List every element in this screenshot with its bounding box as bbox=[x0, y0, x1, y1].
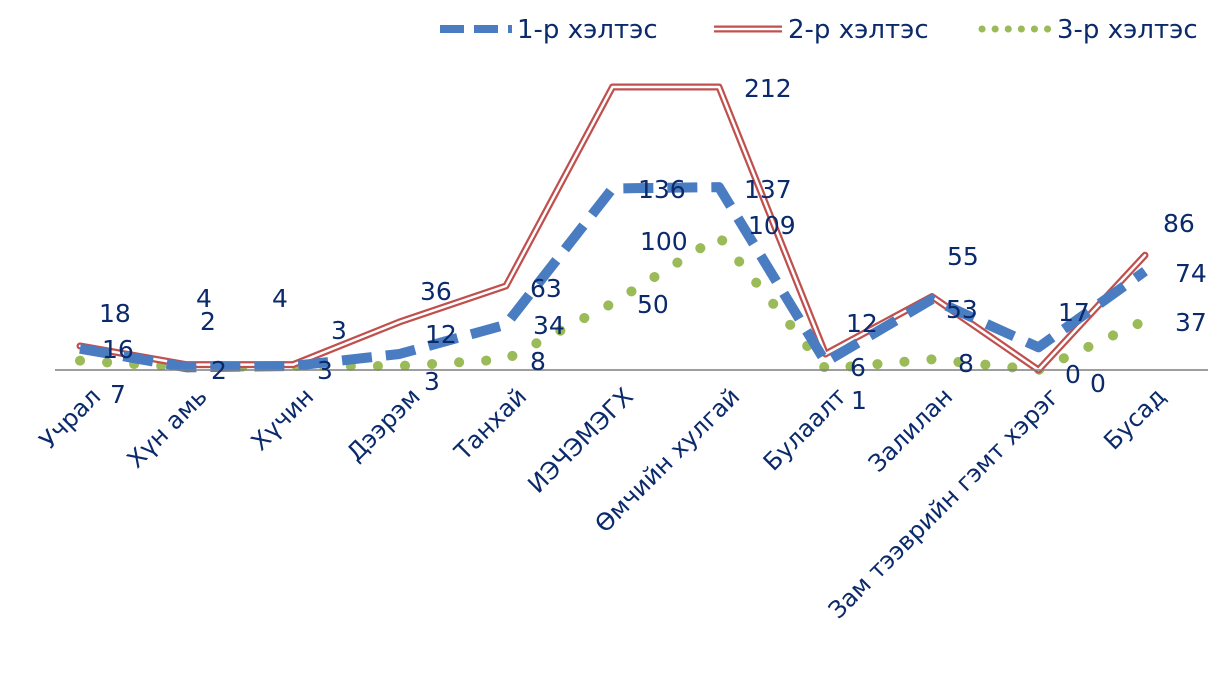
category-label: Танхай bbox=[448, 382, 532, 466]
data-label: 2 bbox=[200, 307, 216, 336]
data-label: 109 bbox=[748, 211, 796, 240]
data-label: 4 bbox=[272, 284, 288, 313]
data-label: 4 bbox=[196, 284, 212, 313]
legend-label-2: 2-р хэлтэс bbox=[788, 15, 929, 45]
series-lines bbox=[75, 83, 1150, 375]
data-label: 6 bbox=[850, 353, 866, 382]
category-label: Учрал bbox=[34, 382, 106, 454]
data-label: 2 bbox=[211, 356, 227, 385]
legend-label-3: 3-р хэлтэс bbox=[1057, 15, 1198, 45]
data-label: 0 bbox=[1090, 369, 1106, 398]
data-label: 3 bbox=[424, 367, 440, 396]
data-label: 0 bbox=[1065, 360, 1081, 389]
category-label: Булаалт bbox=[758, 382, 852, 476]
data-label: 17 bbox=[1058, 298, 1090, 327]
data-label: 86 bbox=[1163, 209, 1195, 238]
data-label: 12 bbox=[425, 320, 457, 349]
data-label: 55 bbox=[947, 242, 979, 271]
data-label: 3 bbox=[331, 316, 347, 345]
category-label: ИЭЧЭМЭГХ bbox=[522, 382, 638, 498]
data-label: 34 bbox=[533, 311, 565, 340]
data-labels: 1816742243336123633481361005021213710912… bbox=[99, 74, 1207, 415]
category-label: Дээрэм bbox=[341, 382, 426, 467]
data-label: 137 bbox=[744, 175, 792, 204]
data-label: 63 bbox=[530, 274, 562, 303]
series-line-1 bbox=[79, 182, 1148, 373]
data-label: 37 bbox=[1175, 308, 1207, 337]
data-label: 8 bbox=[958, 349, 974, 378]
data-label: 8 bbox=[530, 347, 546, 376]
data-label: 36 bbox=[420, 277, 452, 306]
category-label: Хүчин bbox=[246, 382, 320, 456]
data-label: 50 bbox=[637, 290, 669, 319]
data-label: 3 bbox=[317, 356, 333, 385]
category-label: Зам тээврийн гэмт хэрэг bbox=[823, 382, 1065, 624]
data-label: 18 bbox=[99, 299, 131, 328]
data-label: 100 bbox=[640, 227, 688, 256]
data-label: 53 bbox=[946, 295, 978, 324]
category-labels: Учрал Хүн амь Хүчин Дээрэм ТанхайИЭЧЭМЭГХӨмч… bbox=[34, 382, 1171, 624]
data-label: 212 bbox=[744, 74, 792, 103]
data-label: 12 bbox=[846, 309, 878, 338]
data-label: 7 bbox=[110, 380, 126, 409]
category-label: Залилан bbox=[863, 382, 958, 477]
data-label: 16 bbox=[102, 335, 134, 364]
legend: 1-р хэлтэс 2-р хэлтэс 3-р хэлтэс bbox=[440, 15, 1198, 45]
data-label: 74 bbox=[1175, 259, 1207, 288]
legend-label-1: 1-р хэлтэс bbox=[517, 15, 658, 45]
category-label: Бусад bbox=[1098, 382, 1171, 455]
data-label: 1 bbox=[851, 386, 867, 415]
category-label: Хүн амь bbox=[122, 382, 213, 473]
data-label: 136 bbox=[638, 175, 686, 204]
series-line-3 bbox=[75, 231, 1150, 375]
